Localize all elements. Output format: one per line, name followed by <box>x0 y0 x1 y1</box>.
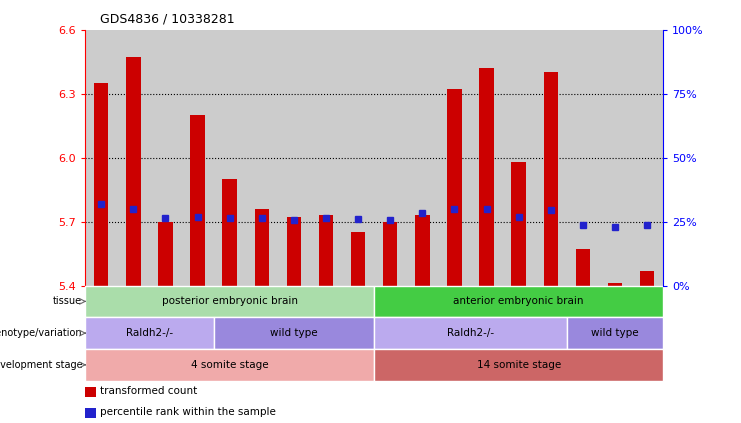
Text: GSM1065696: GSM1065696 <box>193 290 202 346</box>
Bar <box>213 30 246 286</box>
Text: GSM1065698: GSM1065698 <box>257 290 266 346</box>
Bar <box>631 30 663 286</box>
Text: Raldh2-/-: Raldh2-/- <box>126 328 173 338</box>
Bar <box>511 162 526 286</box>
Bar <box>126 58 141 286</box>
Bar <box>448 89 462 286</box>
Text: GSM1065702: GSM1065702 <box>579 290 588 346</box>
Bar <box>319 215 333 286</box>
Text: GSM1065697: GSM1065697 <box>225 290 234 346</box>
Bar <box>567 30 599 286</box>
Bar <box>567 317 663 349</box>
Bar <box>599 30 631 286</box>
Bar <box>640 271 654 286</box>
Text: tissue: tissue <box>53 297 82 306</box>
Text: GSM1065701: GSM1065701 <box>353 290 362 346</box>
Bar <box>310 30 342 286</box>
Bar <box>117 30 150 286</box>
Text: 4 somite stage: 4 somite stage <box>191 360 268 370</box>
Text: anterior embryonic brain: anterior embryonic brain <box>453 297 584 306</box>
Text: development stage: development stage <box>0 360 82 370</box>
Text: GSM1065706: GSM1065706 <box>418 290 427 346</box>
Text: GSM1065704: GSM1065704 <box>642 290 651 346</box>
Text: percentile rank within the sample: percentile rank within the sample <box>99 407 276 418</box>
Bar <box>374 30 406 286</box>
Bar <box>406 30 439 286</box>
Bar <box>544 72 558 286</box>
Text: GSM1065693: GSM1065693 <box>97 290 106 346</box>
Text: 14 somite stage: 14 somite stage <box>476 360 561 370</box>
Bar <box>246 30 278 286</box>
Text: GSM1065708: GSM1065708 <box>482 290 491 346</box>
Bar <box>576 249 590 286</box>
Bar <box>608 283 622 286</box>
Bar <box>415 215 430 286</box>
Text: wild type: wild type <box>270 328 318 338</box>
Bar <box>342 30 374 286</box>
Bar <box>159 222 173 286</box>
Bar <box>374 286 663 317</box>
Bar <box>222 179 237 286</box>
Text: GSM1065709: GSM1065709 <box>514 290 523 346</box>
Bar <box>471 30 502 286</box>
Bar <box>374 317 567 349</box>
Bar <box>502 30 535 286</box>
Text: genotype/variation: genotype/variation <box>0 328 82 338</box>
Text: GSM1065707: GSM1065707 <box>450 290 459 346</box>
Bar <box>278 30 310 286</box>
Bar <box>351 232 365 286</box>
Text: wild type: wild type <box>591 328 639 338</box>
Bar <box>374 349 663 381</box>
Text: GSM1065710: GSM1065710 <box>546 290 555 346</box>
Bar <box>287 217 301 286</box>
Bar <box>213 317 374 349</box>
Text: posterior embryonic brain: posterior embryonic brain <box>162 297 298 306</box>
Bar <box>150 30 182 286</box>
Text: GSM1065703: GSM1065703 <box>611 290 619 346</box>
Bar <box>85 349 374 381</box>
Text: GSM1065700: GSM1065700 <box>322 290 330 346</box>
Bar <box>85 317 213 349</box>
Bar <box>535 30 567 286</box>
Bar <box>255 209 269 286</box>
Bar <box>85 286 374 317</box>
Bar <box>383 222 397 286</box>
Text: GSM1065699: GSM1065699 <box>290 290 299 346</box>
Bar <box>85 387 96 397</box>
Text: transformed count: transformed count <box>99 386 197 396</box>
Bar <box>85 30 117 286</box>
Bar <box>479 68 494 286</box>
Bar <box>182 30 213 286</box>
Bar <box>94 83 108 286</box>
Text: GSM1065694: GSM1065694 <box>129 290 138 346</box>
Bar <box>85 408 96 418</box>
Text: Raldh2-/-: Raldh2-/- <box>447 328 494 338</box>
Text: GSM1065705: GSM1065705 <box>386 290 395 346</box>
Text: GDS4836 / 10338281: GDS4836 / 10338281 <box>100 12 235 25</box>
Text: GSM1065695: GSM1065695 <box>161 290 170 346</box>
Bar <box>439 30 471 286</box>
Bar <box>190 115 205 286</box>
